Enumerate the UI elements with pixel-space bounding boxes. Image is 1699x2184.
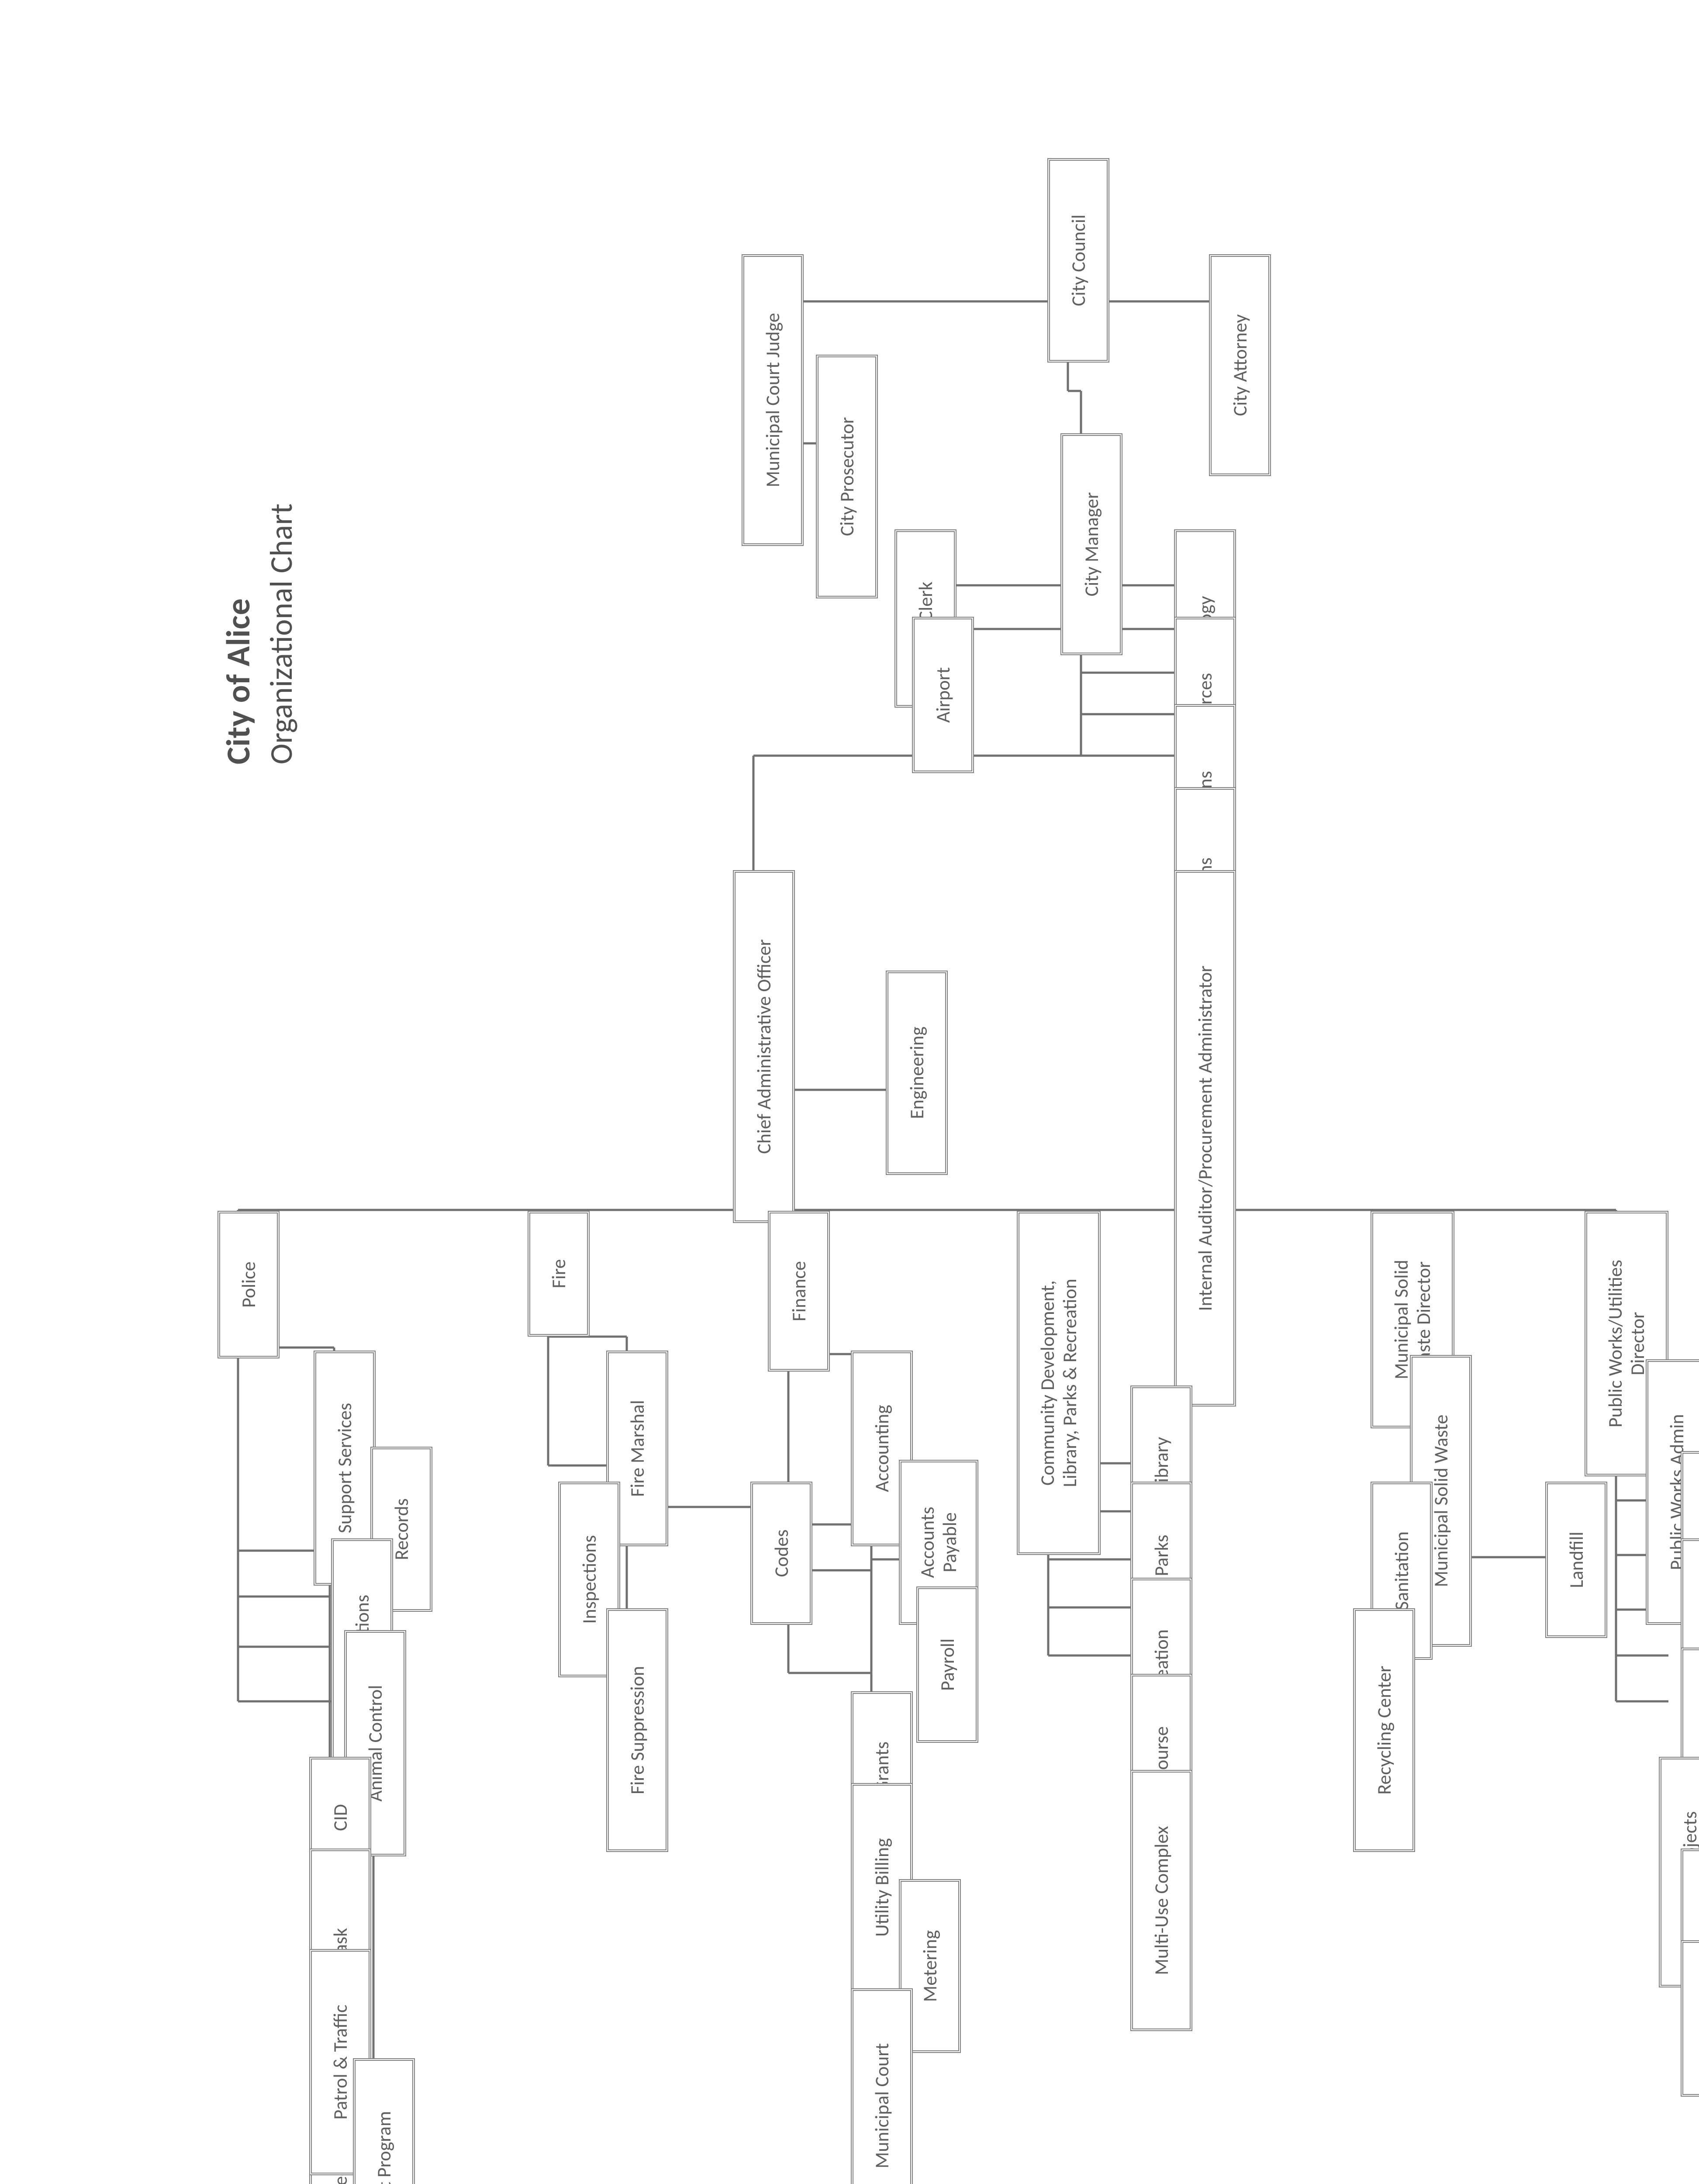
org-node-airport: Airport — [912, 617, 974, 773]
org-node-cadet: Cadet Program — [353, 2058, 415, 2184]
org-chart-canvas: City Council Municipal Court Judge City At… — [140, 96, 1668, 2184]
org-node-comm: Community Development, Library, Parks & … — [1017, 1211, 1101, 1555]
org-node-multi: Multi-Use Complex — [1130, 1770, 1192, 2031]
org-node-landfill: Landfill — [1545, 1482, 1607, 1638]
org-node-prosecutor: City Prosecutor — [816, 355, 878, 598]
org-node-firesupp: Fire Suppression — [606, 1608, 668, 1852]
org-node-finance: Finance — [768, 1211, 830, 1372]
org-node-payroll: Payroll — [916, 1586, 978, 1743]
org-node-judge: Municipal Court Judge — [742, 254, 804, 546]
org-node-attorney: City Attorney — [1209, 254, 1271, 476]
org-node-cao: Chief Administrative Officer — [733, 870, 795, 1223]
org-node-auditor: Internal Auditor/Procurement Administrat… — [1174, 870, 1236, 1406]
org-node-fire: Fire — [528, 1211, 590, 1337]
org-node-council: City Council — [1047, 158, 1109, 363]
org-node-garage: Garage — [1681, 1940, 1699, 2097]
org-node-codes: Codes — [750, 1482, 812, 1625]
org-node-manager: City Manager — [1060, 433, 1122, 655]
org-node-police: Police — [218, 1211, 280, 1358]
org-node-court: Municipal Court — [851, 1988, 913, 2184]
org-node-engineering: Engineering — [886, 971, 948, 1175]
org-node-recycle: Recycling Center — [1353, 1608, 1415, 1852]
